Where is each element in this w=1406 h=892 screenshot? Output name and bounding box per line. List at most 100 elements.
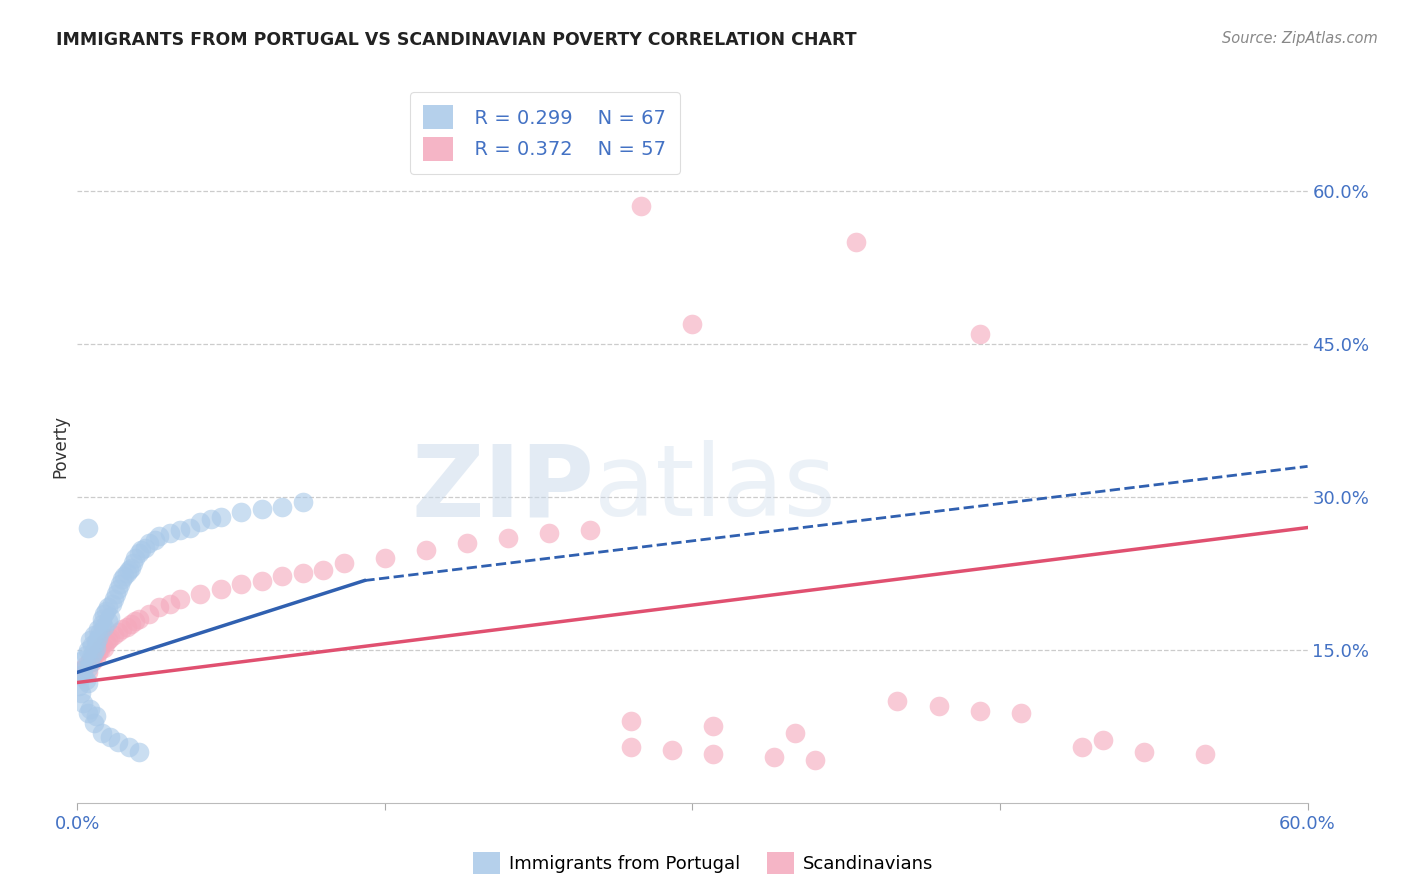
Text: Source: ZipAtlas.com: Source: ZipAtlas.com <box>1222 31 1378 46</box>
Point <box>682 317 704 331</box>
Point <box>107 582 129 596</box>
Point <box>72 663 94 677</box>
Point <box>98 730 121 744</box>
Point <box>84 634 107 648</box>
Point <box>76 675 98 690</box>
Point <box>70 686 93 700</box>
Point <box>89 643 111 657</box>
Point <box>87 631 110 645</box>
Point <box>128 612 150 626</box>
Point <box>1194 747 1216 761</box>
Point <box>129 543 152 558</box>
Point <box>804 753 827 767</box>
Point <box>93 640 115 655</box>
Point <box>969 704 991 718</box>
Point <box>98 610 121 624</box>
Point <box>83 627 105 641</box>
Point <box>90 617 114 632</box>
Point <box>250 574 273 588</box>
Point <box>124 615 146 629</box>
Point <box>111 572 134 586</box>
Point <box>90 612 114 626</box>
Point <box>76 661 98 675</box>
Text: ZIP: ZIP <box>411 441 595 537</box>
Point <box>79 653 101 667</box>
Point <box>200 512 222 526</box>
Point <box>702 747 724 761</box>
Point <box>312 563 335 577</box>
Point <box>75 658 97 673</box>
Point <box>80 648 103 662</box>
Point <box>79 702 101 716</box>
Point <box>134 541 156 555</box>
Point <box>84 640 107 655</box>
Point <box>169 591 191 606</box>
Point <box>72 653 94 667</box>
Point <box>75 648 97 662</box>
Point <box>75 673 97 688</box>
Legend:   R = 0.299    N = 67,   R = 0.372    N = 57: R = 0.299 N = 67, R = 0.372 N = 57 <box>409 92 681 174</box>
Point <box>148 529 170 543</box>
Point <box>115 620 138 634</box>
Point <box>537 525 560 540</box>
Point <box>179 520 201 534</box>
Text: atlas: atlas <box>595 441 835 537</box>
Point <box>1010 706 1032 720</box>
Point <box>83 648 105 662</box>
Point <box>250 502 273 516</box>
Point <box>110 576 132 591</box>
Point <box>159 525 181 540</box>
Point <box>114 569 136 583</box>
Point <box>271 569 294 583</box>
Point <box>456 536 478 550</box>
Point <box>620 739 643 754</box>
Point <box>928 698 950 713</box>
Point <box>763 750 786 764</box>
Point <box>79 655 101 669</box>
Point <box>159 597 181 611</box>
Point <box>70 663 93 677</box>
Point <box>80 655 103 669</box>
Point <box>969 326 991 341</box>
Point <box>188 516 212 530</box>
Point <box>124 551 146 566</box>
Point <box>84 651 107 665</box>
Point <box>89 624 111 639</box>
Point <box>79 632 101 647</box>
Point <box>83 645 105 659</box>
Point <box>84 709 107 723</box>
Point <box>1091 732 1114 747</box>
Point <box>117 739 139 754</box>
Point <box>845 235 868 249</box>
Point <box>115 566 138 581</box>
Point <box>231 505 253 519</box>
Point <box>103 627 125 641</box>
Point <box>333 556 356 570</box>
Point <box>117 563 139 577</box>
Point <box>209 510 232 524</box>
Point <box>87 645 110 659</box>
Point <box>291 566 314 581</box>
Point <box>97 615 120 629</box>
Point <box>128 745 150 759</box>
Point <box>76 706 98 720</box>
Point <box>90 638 114 652</box>
Point <box>107 734 129 748</box>
Text: IMMIGRANTS FROM PORTUGAL VS SCANDINAVIAN POVERTY CORRELATION CHART: IMMIGRANTS FROM PORTUGAL VS SCANDINAVIAN… <box>56 31 856 49</box>
Point <box>111 623 134 637</box>
Point <box>90 726 114 740</box>
Point <box>94 634 117 648</box>
Point <box>783 726 806 740</box>
Point <box>97 632 120 647</box>
Point <box>107 624 129 639</box>
Point <box>374 551 396 566</box>
Point <box>661 743 683 757</box>
Point <box>415 543 437 558</box>
Point <box>169 523 191 537</box>
Point <box>143 533 166 547</box>
Y-axis label: Poverty: Poverty <box>51 415 69 477</box>
Point <box>209 582 232 596</box>
Point <box>702 719 724 733</box>
Point <box>87 623 110 637</box>
Point <box>72 696 94 710</box>
